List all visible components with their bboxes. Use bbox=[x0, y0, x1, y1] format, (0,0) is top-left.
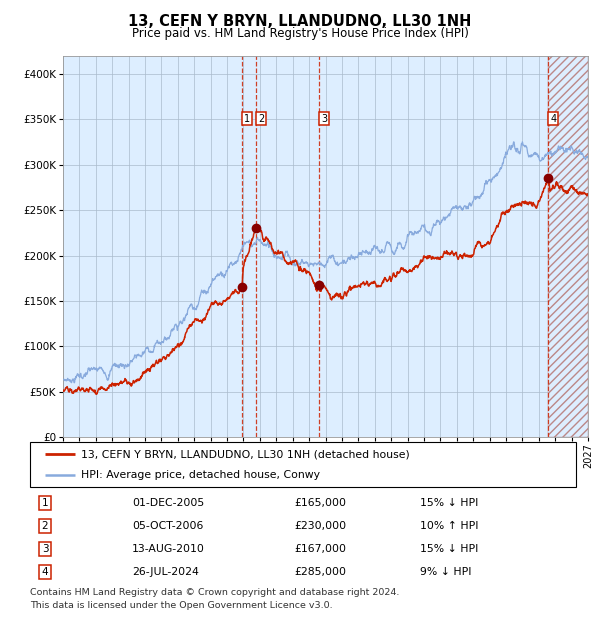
Bar bbox=[548, 56, 588, 437]
Text: 05-OCT-2006: 05-OCT-2006 bbox=[132, 521, 203, 531]
Text: 13-AUG-2010: 13-AUG-2010 bbox=[132, 544, 205, 554]
Text: 1: 1 bbox=[41, 498, 49, 508]
Text: 26-JUL-2024: 26-JUL-2024 bbox=[132, 567, 199, 577]
Text: 9% ↓ HPI: 9% ↓ HPI bbox=[420, 567, 472, 577]
Text: £285,000: £285,000 bbox=[294, 567, 346, 577]
Text: 2: 2 bbox=[258, 113, 264, 124]
Text: 15% ↓ HPI: 15% ↓ HPI bbox=[420, 544, 478, 554]
Text: Contains HM Land Registry data © Crown copyright and database right 2024.: Contains HM Land Registry data © Crown c… bbox=[30, 588, 400, 598]
Text: 3: 3 bbox=[41, 544, 49, 554]
Text: £167,000: £167,000 bbox=[294, 544, 346, 554]
Text: 4: 4 bbox=[550, 113, 556, 124]
Text: £230,000: £230,000 bbox=[294, 521, 346, 531]
Text: This data is licensed under the Open Government Licence v3.0.: This data is licensed under the Open Gov… bbox=[30, 601, 332, 610]
Text: 13, CEFN Y BRYN, LLANDUDNO, LL30 1NH (detached house): 13, CEFN Y BRYN, LLANDUDNO, LL30 1NH (de… bbox=[81, 449, 410, 459]
Text: 1: 1 bbox=[244, 113, 250, 124]
Text: 2: 2 bbox=[41, 521, 49, 531]
Text: Price paid vs. HM Land Registry's House Price Index (HPI): Price paid vs. HM Land Registry's House … bbox=[131, 27, 469, 40]
Text: 15% ↓ HPI: 15% ↓ HPI bbox=[420, 498, 478, 508]
Text: 3: 3 bbox=[321, 113, 328, 124]
Text: 13, CEFN Y BRYN, LLANDUDNO, LL30 1NH: 13, CEFN Y BRYN, LLANDUDNO, LL30 1NH bbox=[128, 14, 472, 29]
Text: 01-DEC-2005: 01-DEC-2005 bbox=[132, 498, 204, 508]
Text: £165,000: £165,000 bbox=[294, 498, 346, 508]
Text: HPI: Average price, detached house, Conwy: HPI: Average price, detached house, Conw… bbox=[81, 469, 320, 480]
Text: 10% ↑ HPI: 10% ↑ HPI bbox=[420, 521, 479, 531]
Text: 4: 4 bbox=[41, 567, 49, 577]
